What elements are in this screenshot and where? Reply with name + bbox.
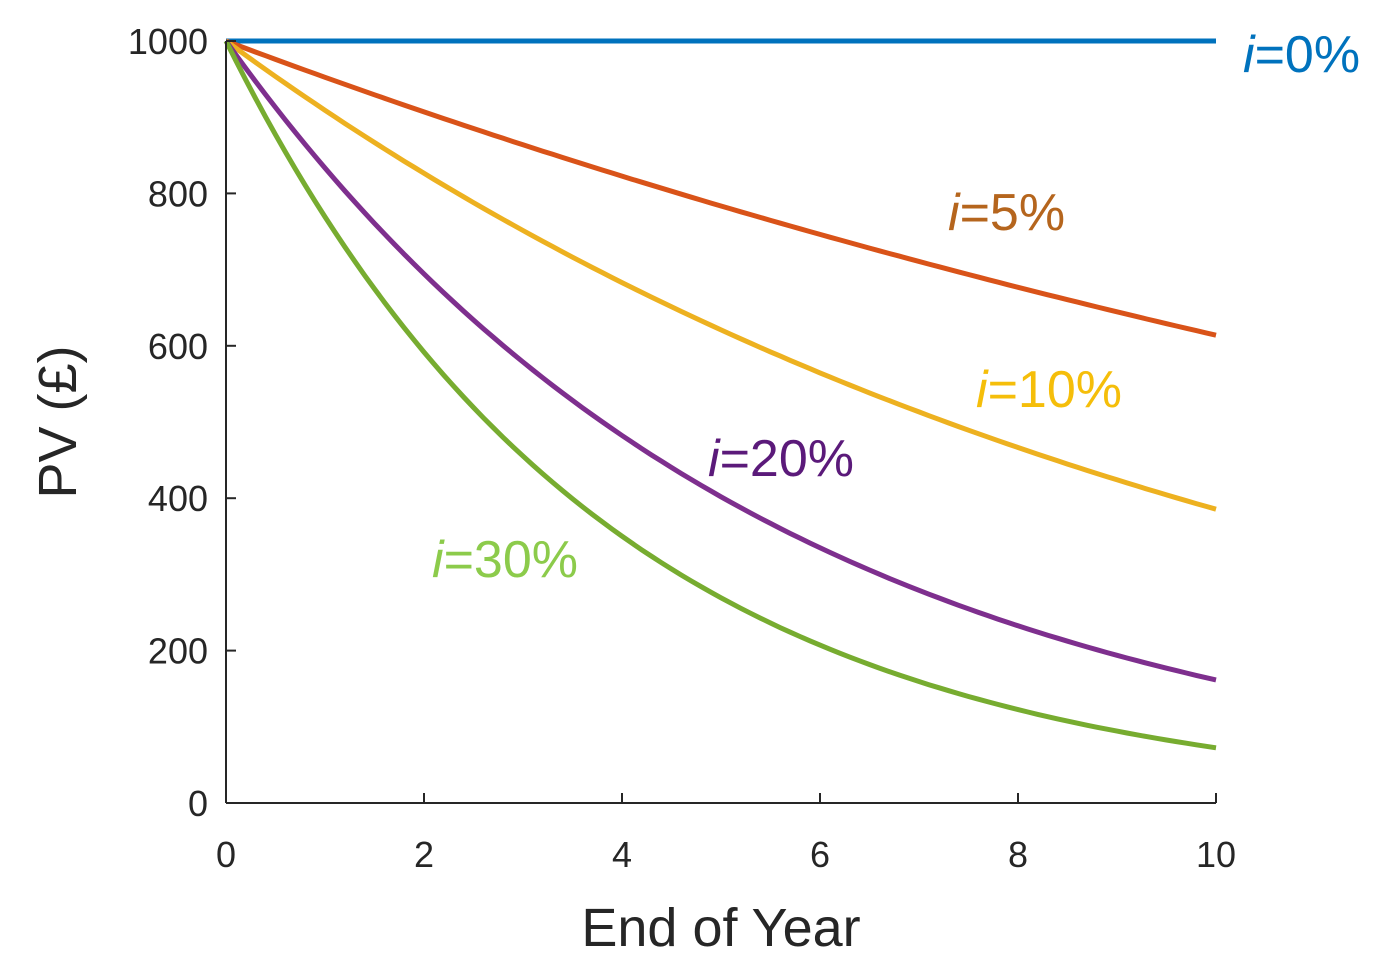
series-line-1 <box>225 38 1217 338</box>
series-line-2 <box>224 38 1217 512</box>
y-tick-label: 600 <box>148 326 208 367</box>
x-tick-label: 0 <box>216 834 236 875</box>
y-ticks: 0 200 400 600 800 1000 <box>128 21 236 824</box>
y-tick-label: 400 <box>148 478 208 519</box>
series-line-3 <box>223 39 1217 683</box>
series-layer <box>223 38 1217 751</box>
series-label-1: i=5% <box>948 184 1065 242</box>
x-tick-label: 8 <box>1008 834 1028 875</box>
series-label-suffix: =0% <box>1255 26 1361 84</box>
x-ticks: 0 2 4 6 8 10 <box>216 793 1236 875</box>
x-tick-label: 2 <box>414 834 434 875</box>
x-tick-label: 4 <box>612 834 632 875</box>
series-label-4: i=30% <box>432 531 578 589</box>
y-tick-label: 1000 <box>128 21 208 62</box>
x-axis-title: End of Year <box>581 898 860 958</box>
series-label-2: i=10% <box>976 361 1122 419</box>
series-label-prefix: i <box>948 184 961 242</box>
series-label-prefix: i <box>976 361 989 419</box>
y-tick-label: 800 <box>148 173 208 214</box>
series-label-prefix: i <box>1243 26 1256 84</box>
series-label-suffix: =10% <box>988 361 1122 419</box>
series-label-prefix: i <box>432 531 445 589</box>
series-label-suffix: =30% <box>444 531 578 589</box>
axes <box>225 41 1216 804</box>
series-label-suffix: =5% <box>960 184 1066 242</box>
x-tick-label: 6 <box>810 834 830 875</box>
series-label-0: i=0% <box>1243 26 1360 84</box>
series-label-prefix: i <box>708 430 721 488</box>
y-tick-label: 0 <box>188 783 208 824</box>
series-line-4 <box>223 39 1217 751</box>
y-axis-title: PV (£) <box>28 345 88 498</box>
series-labels: i=0%i=5%i=10%i=20%i=30% <box>432 26 1360 589</box>
x-tick-label: 10 <box>1196 834 1236 875</box>
y-tick-label: 200 <box>148 631 208 672</box>
series-label-3: i=20% <box>708 430 854 488</box>
series-label-suffix: =20% <box>720 430 854 488</box>
